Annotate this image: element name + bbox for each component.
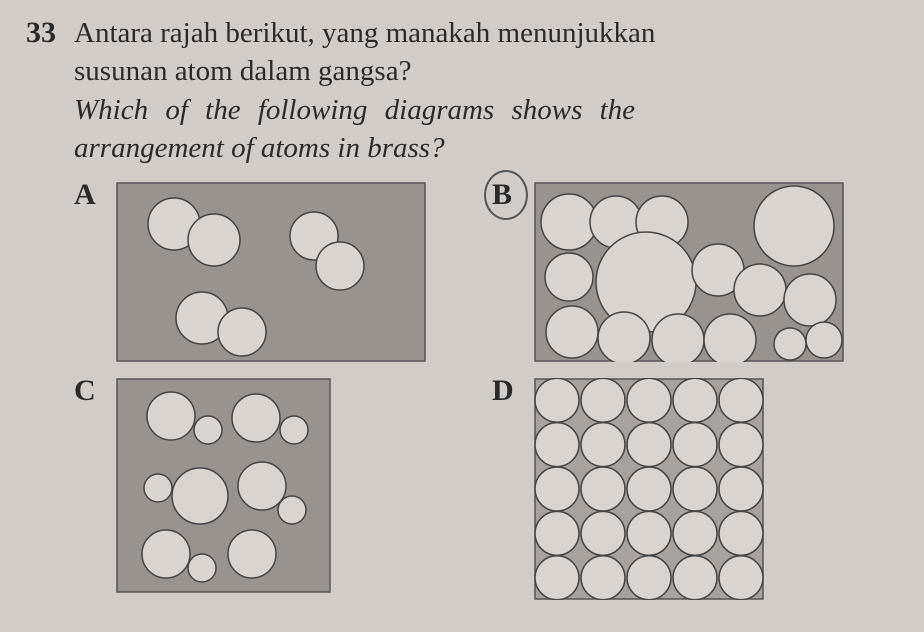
option-label-d: D	[492, 374, 522, 408]
diagram-a	[116, 182, 426, 362]
diagram-d	[534, 378, 764, 600]
option-b: B	[492, 182, 898, 362]
diagram-c	[116, 378, 331, 593]
exam-page: 33 Antara rajah berikut, yang manakah me…	[0, 0, 924, 632]
question-ms-line1: Antara rajah berikut, yang manakah menun…	[74, 14, 898, 52]
option-label-b: B	[492, 178, 522, 212]
option-a: A	[74, 182, 480, 362]
option-label-a: A	[74, 178, 104, 212]
option-c: C	[74, 378, 480, 600]
question-ms-line2: susunan atom dalam gangsa?	[74, 52, 898, 90]
question-en-line2: arrangement of atoms in brass?	[74, 129, 898, 168]
diagram-b	[534, 182, 844, 362]
question-text: Antara rajah berikut, yang manakah menun…	[74, 14, 898, 600]
option-label-c: C	[74, 374, 104, 408]
diagram-grid: A B C	[74, 182, 898, 600]
option-d: D	[492, 378, 898, 600]
question-en-line1: Which of the following diagrams shows th…	[74, 91, 898, 130]
question-block: 33 Antara rajah berikut, yang manakah me…	[26, 14, 898, 600]
question-number: 33	[26, 16, 56, 50]
